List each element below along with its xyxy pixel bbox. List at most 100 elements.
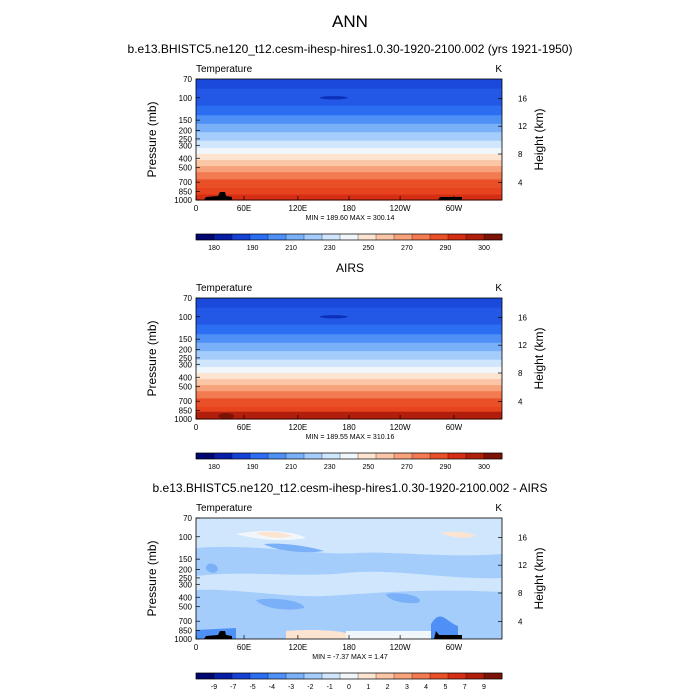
colorbar-swatch — [411, 452, 431, 460]
colorbar-swatch — [267, 672, 287, 680]
colorbar-swatch — [429, 672, 449, 680]
colorbar-swatch — [303, 672, 323, 680]
panel-right-label: K — [495, 503, 502, 514]
field-band — [196, 140, 502, 149]
y-right-tick-label: 16 — [518, 94, 527, 103]
y-tick-label: 300 — [179, 580, 193, 589]
field-band — [196, 166, 502, 173]
colorbar-swatch — [213, 233, 233, 241]
y-tick-label: 850 — [179, 407, 193, 416]
x-tick-label: 60W — [446, 643, 463, 652]
panel-left-label: Temperature — [196, 64, 253, 75]
y-tick-label: 1000 — [174, 415, 192, 424]
y-tick-label: 150 — [179, 116, 193, 125]
colorbar-label: -9 — [211, 684, 217, 691]
colorbar-label: 2 — [386, 684, 390, 691]
contour-field — [196, 518, 502, 639]
colorbar-swatch — [285, 672, 305, 680]
y-tick-label: 700 — [179, 617, 193, 626]
field-band — [196, 342, 502, 352]
field-band — [196, 79, 502, 90]
colorbar-label: -4 — [269, 684, 275, 691]
field-band — [196, 132, 502, 142]
colorbar-swatch — [429, 452, 449, 460]
panel-title: AIRS — [336, 261, 364, 275]
min-max-stats: MIN = 189.60 MAX = 300.14 — [306, 215, 395, 222]
y-tick-label: 400 — [179, 593, 193, 602]
colorbar-label: 300 — [478, 245, 490, 252]
colorbar-swatch — [483, 452, 503, 460]
y-tick-label: 1000 — [174, 196, 192, 205]
field-band — [196, 172, 502, 181]
colorbar-swatch — [411, 672, 431, 680]
field-region — [264, 543, 324, 553]
colorbar-frame — [195, 452, 503, 460]
x-tick-label: 60W — [446, 204, 463, 213]
field-band — [196, 148, 502, 155]
colorbar-frame — [195, 672, 503, 680]
colorbar: 180 190 210 230 250 270 290 300 — [195, 452, 503, 471]
y-right-tick-label: 12 — [518, 341, 527, 350]
colorbar-swatch — [429, 233, 449, 241]
y-axis-title: Pressure (mb) — [145, 101, 159, 177]
y-tick-label: 300 — [179, 360, 193, 369]
colorbar-swatch — [195, 672, 215, 680]
cold-patch — [319, 315, 348, 319]
field-band — [196, 334, 502, 344]
colorbar-label: 5 — [443, 684, 447, 691]
x-tick-label: 0 — [194, 204, 199, 213]
min-max-stats: MIN = 189.55 MAX = 310.16 — [306, 434, 395, 441]
panel-3: b.e13.BHISTC5.ne120_t12.cesm-ihesp-hires… — [145, 481, 547, 691]
y-right-axis-title: Height (km) — [532, 547, 546, 609]
field-band — [196, 379, 502, 386]
colorbar-swatch — [321, 672, 341, 680]
y-right-tick-label: 8 — [518, 369, 523, 378]
y-tick-label: 250 — [179, 135, 193, 144]
colorbar-swatch — [213, 452, 233, 460]
y-tick-label: 100 — [179, 533, 193, 542]
colorbar-swatch — [195, 452, 215, 460]
y-tick-label: 500 — [179, 164, 193, 173]
colorbar-swatch — [231, 452, 251, 460]
colorbar: -9 -7 -5 -4 -3 -2 -1 0 1 2 3 4 5 7 9 — [195, 672, 503, 691]
y-tick-label: 250 — [179, 354, 193, 363]
x-tick-label: 120E — [289, 423, 308, 432]
field-band — [196, 398, 502, 408]
x-tick-label: 180 — [342, 423, 356, 432]
y-right-tick-label: 4 — [518, 617, 523, 626]
colorbar-label: -1 — [327, 684, 333, 691]
y-tick-label: 100 — [179, 94, 193, 103]
colorbar-swatch — [303, 233, 323, 241]
colorbar-swatch — [357, 672, 377, 680]
field-region — [206, 563, 218, 573]
x-tick-label: 60E — [237, 204, 251, 213]
colorbar-label: 1 — [366, 684, 370, 691]
colorbar-label: 210 — [285, 464, 297, 471]
hot-spot — [218, 413, 234, 419]
colorbar-label: 180 — [208, 464, 220, 471]
panel-right-label: K — [495, 64, 502, 75]
colorbar-label: 180 — [208, 245, 220, 252]
panel-left-label: Temperature — [196, 503, 253, 514]
terrain-andes — [438, 197, 462, 200]
colorbar-label: 9 — [482, 684, 486, 691]
colorbar-swatch — [483, 672, 503, 680]
x-tick-label: 60W — [446, 423, 463, 432]
colorbar-swatch — [375, 452, 395, 460]
colorbar-swatch — [357, 233, 377, 241]
contour-field — [196, 79, 502, 201]
panels: b.e13.BHISTC5.ne120_t12.cesm-ihesp-hires… — [128, 42, 573, 691]
colorbar-swatch — [393, 672, 413, 680]
panel-title: b.e13.BHISTC5.ne120_t12.cesm-ihesp-hires… — [153, 481, 548, 495]
colorbar-label: -5 — [249, 684, 255, 691]
y-right-tick-label: 12 — [518, 122, 527, 131]
field-region — [441, 531, 476, 538]
min-max-stats: MIN = -7.37 MAX = 1.47 — [312, 654, 388, 661]
field-band — [196, 179, 502, 189]
y-right-tick-label: 16 — [518, 533, 527, 542]
cold-patch — [319, 96, 348, 100]
y-tick-label: 850 — [179, 627, 193, 636]
colorbar-swatch — [267, 452, 287, 460]
colorbar-label: 4 — [424, 684, 428, 691]
